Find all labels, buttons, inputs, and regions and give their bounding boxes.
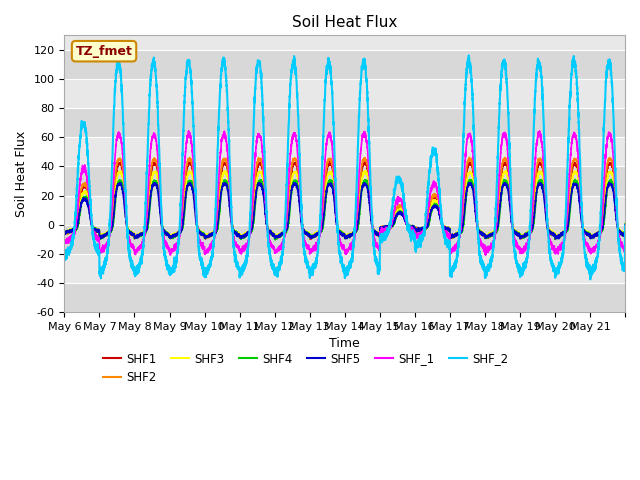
SHF_2	[177, 203, 184, 209]
SHF2	[61, 229, 68, 235]
SHF4	[396, 208, 403, 214]
Line: SHF3: SHF3	[65, 171, 625, 238]
Bar	[65, 225, 625, 254]
SHF5	[526, 230, 534, 236]
SHF_2	[61, 252, 68, 258]
SHF2	[396, 204, 403, 210]
SHF_2	[526, 221, 534, 227]
SHF_1	[396, 195, 404, 201]
SHF3	[621, 221, 629, 227]
Bar	[65, 283, 625, 312]
SHF_2	[465, 52, 472, 58]
SHF5	[541, 200, 548, 206]
SHF_1	[499, 131, 506, 137]
Line: SHF5: SHF5	[65, 182, 625, 239]
SHF5	[621, 222, 629, 228]
SHF_2	[621, 223, 629, 228]
SHF1	[621, 221, 629, 227]
SHF2	[621, 221, 629, 227]
Bar	[65, 108, 625, 137]
SHF3	[61, 228, 68, 234]
Line: SHF_2: SHF_2	[65, 55, 625, 279]
SHF2	[466, 155, 474, 160]
SHF5	[499, 184, 506, 190]
Bar	[65, 195, 625, 225]
SHF4	[572, 177, 579, 182]
SHF1	[61, 229, 68, 235]
SHF_1	[541, 176, 548, 182]
SHF1	[177, 228, 184, 233]
SHF_2	[499, 60, 506, 65]
SHF1	[365, 189, 373, 194]
Line: SHF4: SHF4	[65, 180, 625, 240]
Line: SHF2: SHF2	[65, 157, 625, 239]
SHF4	[526, 229, 534, 235]
X-axis label: Time: Time	[330, 337, 360, 350]
SHF3	[396, 207, 403, 213]
Bar	[65, 50, 625, 79]
SHF4	[271, 237, 279, 242]
Bar	[65, 79, 625, 108]
SHF_2	[586, 276, 594, 282]
Line: SHF1: SHF1	[65, 162, 625, 240]
SHF_1	[61, 240, 68, 245]
SHF2	[306, 236, 314, 242]
SHF4	[365, 199, 373, 204]
SHF1	[551, 237, 559, 242]
Line: SHF_1: SHF_1	[65, 131, 625, 255]
SHF_2	[541, 144, 548, 150]
SHF2	[499, 158, 506, 164]
Legend: SHF1, SHF2, SHF3, SHF4, SHF5, SHF_1, SHF_2: SHF1, SHF2, SHF3, SHF4, SHF5, SHF_1, SHF…	[99, 348, 513, 389]
SHF3	[541, 190, 548, 195]
SHF5	[365, 200, 373, 205]
SHF1	[396, 205, 403, 211]
SHF4	[541, 194, 548, 200]
SHF1	[541, 184, 548, 190]
SHF3	[502, 168, 509, 174]
SHF2	[541, 184, 548, 190]
SHF5	[61, 228, 68, 234]
SHF5	[396, 209, 403, 215]
SHF3	[587, 235, 595, 241]
SHF2	[365, 184, 373, 190]
SHF4	[499, 185, 506, 191]
SHF2	[526, 228, 534, 234]
SHF5	[536, 180, 543, 185]
SHF3	[177, 227, 184, 233]
SHF1	[526, 229, 534, 235]
SHF_1	[621, 223, 629, 228]
SHF_1	[526, 231, 534, 237]
Bar	[65, 167, 625, 195]
SHF3	[499, 175, 506, 180]
SHF_2	[396, 180, 403, 185]
Y-axis label: Soil Heat Flux: Soil Heat Flux	[15, 131, 28, 217]
SHF5	[177, 228, 184, 234]
SHF5	[552, 236, 559, 242]
SHF3	[365, 192, 373, 197]
Text: TZ_fmet: TZ_fmet	[76, 45, 132, 58]
Title: Soil Heat Flux: Soil Heat Flux	[292, 15, 397, 30]
SHF4	[177, 229, 184, 235]
SHF4	[61, 228, 68, 234]
SHF_1	[166, 252, 174, 258]
SHF2	[177, 227, 184, 232]
SHF4	[621, 221, 629, 227]
Bar	[65, 137, 625, 167]
SHF1	[361, 159, 369, 165]
SHF1	[499, 165, 506, 171]
SHF_1	[177, 223, 184, 228]
SHF3	[526, 229, 534, 235]
SHF_2	[365, 146, 373, 152]
SHF_1	[185, 128, 193, 134]
Bar	[65, 254, 625, 283]
SHF_1	[366, 181, 374, 187]
